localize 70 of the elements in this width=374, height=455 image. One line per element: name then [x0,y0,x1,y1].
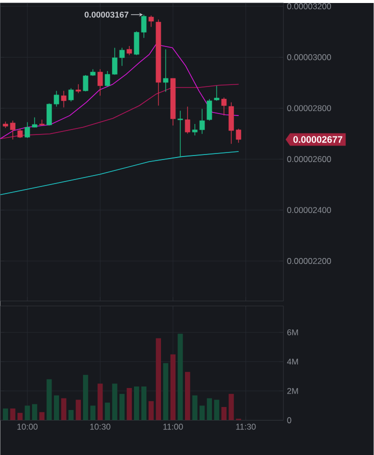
bar [156,338,162,420]
y-tick-label: 4M [287,358,298,365]
candlestick [126,46,132,56]
bar [10,408,16,420]
candlestick [61,90,66,108]
candlestick [163,48,168,92]
y-tick-label: 6M [287,329,298,336]
bar [61,398,66,420]
candlestick [236,128,242,144]
x-tick-label: 11:00 [164,424,183,430]
candlestick [83,74,88,92]
bar [104,402,110,420]
y-tick-label: 0 [287,417,292,424]
candlestick [200,108,205,134]
candlestick [24,122,30,138]
bar [76,400,81,420]
candlestick [98,68,103,96]
bar [134,386,140,420]
candlestick [18,128,23,138]
y-tick-label: 0.00002400 [287,207,332,214]
bar [83,374,88,420]
bar [170,354,176,420]
text: 0.00002677 [293,136,342,143]
bar [18,412,23,420]
candlestick [68,88,74,102]
bar [148,401,154,420]
bar [68,410,74,420]
x-tick-label: 10:30 [90,424,110,430]
bar [39,412,45,420]
bar [98,384,103,420]
line-series [0,44,240,140]
candlestick [178,110,183,158]
y-tick-label: 0.00002600 [287,156,332,162]
x-tick-label: 10:00 [18,424,38,430]
candlestick [104,70,110,87]
bar [3,408,8,420]
bar [112,384,118,420]
line-series [0,151,240,196]
bar [24,406,30,420]
bar [32,404,38,420]
candlestick [148,15,154,28]
bar [185,372,190,420]
x-tick-label: 11:30 [236,424,256,430]
bar [228,394,234,420]
candlestick [221,97,227,116]
bar [192,395,198,420]
bar [54,395,60,420]
bar [200,406,205,420]
y-tick-label: 2M [287,388,298,394]
bar [90,406,96,420]
annotation: 0.00003167 [84,12,128,18]
bar [214,400,220,420]
bar [163,363,168,420]
bar [221,407,227,420]
bar [206,398,212,420]
y-tick-label: 0.00003000 [287,54,332,60]
bar [120,394,125,420]
candlestick [185,106,190,134]
y-tick-label: 0.00002800 [287,105,332,112]
y-tick-label: 0.00002200 [287,258,332,264]
bar [126,388,132,420]
bar [141,386,147,420]
candlestick [192,124,198,136]
bar [46,379,52,420]
line-series [0,84,240,140]
y-tick-label: 0.00003200 [287,3,332,10]
bar [178,334,183,420]
candlestick [206,98,212,121]
candlestick [214,85,220,102]
candlestick [39,119,45,126]
